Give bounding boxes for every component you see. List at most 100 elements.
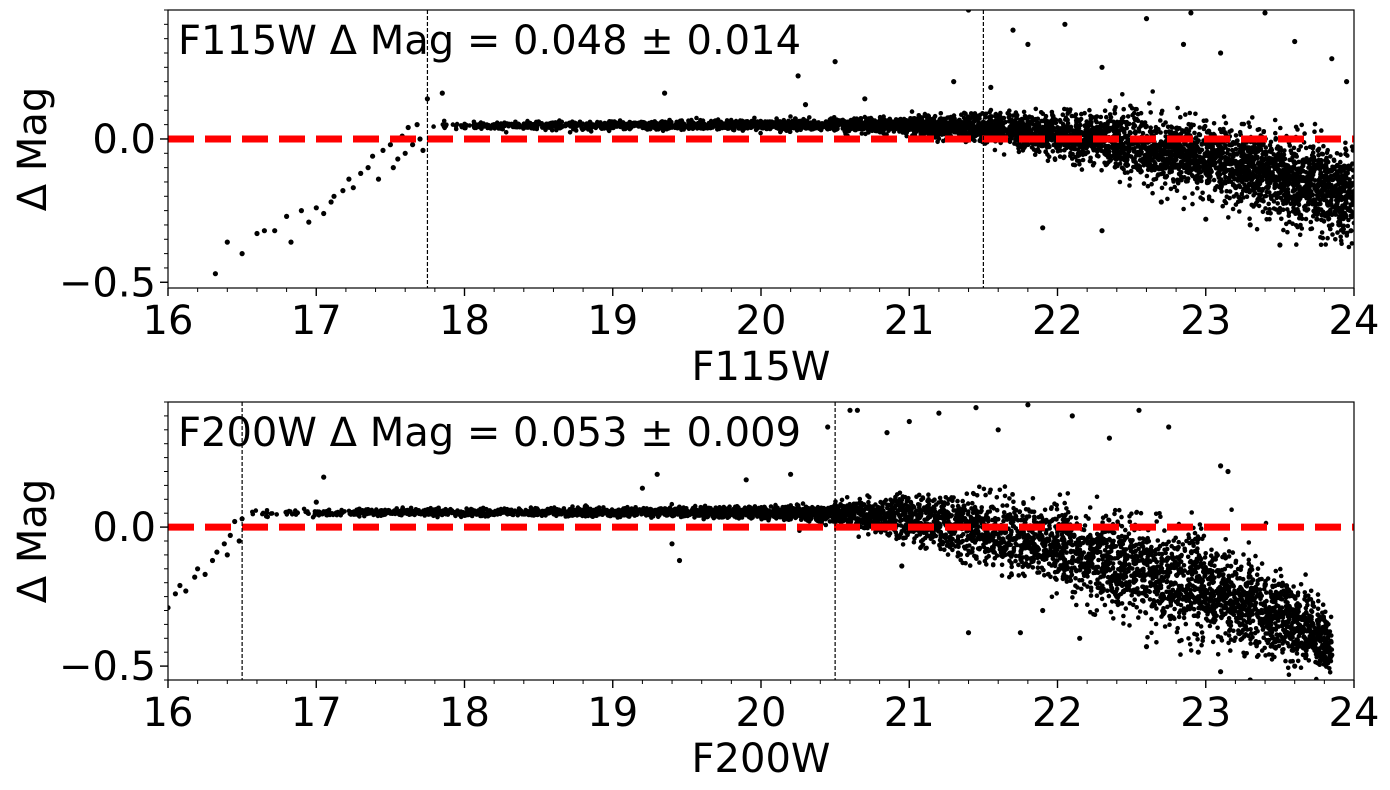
data-point <box>1255 166 1261 172</box>
data-point <box>676 124 681 130</box>
data-point <box>925 113 931 118</box>
data-point <box>1058 148 1063 153</box>
data-point <box>963 111 968 116</box>
data-point <box>1104 114 1109 120</box>
data-point <box>1297 232 1303 238</box>
data-point <box>1149 181 1154 187</box>
data-point <box>1283 196 1289 202</box>
data-point <box>1150 190 1155 196</box>
data-point <box>1316 206 1322 212</box>
data-point <box>1107 112 1113 117</box>
data-point <box>1100 128 1105 134</box>
data-point <box>1331 158 1337 163</box>
data-point <box>1056 144 1061 149</box>
data-point <box>678 118 683 124</box>
data-point <box>1286 210 1292 215</box>
data-point <box>1323 193 1329 198</box>
data-point <box>1159 185 1165 191</box>
data-point <box>1144 173 1150 179</box>
data-point <box>1199 142 1205 147</box>
data-point <box>1231 194 1237 199</box>
data-point <box>1149 152 1154 157</box>
data-point <box>1298 144 1303 149</box>
data-point <box>1120 126 1126 132</box>
data-point <box>1351 145 1354 151</box>
data-point <box>1098 114 1104 120</box>
data-point <box>951 128 957 134</box>
data-point <box>1345 223 1351 229</box>
data-point <box>1206 128 1211 134</box>
data-point <box>1239 121 1245 127</box>
data-point <box>1228 161 1234 167</box>
data-point <box>1235 199 1241 204</box>
data-point <box>1291 163 1297 169</box>
data-point <box>1284 221 1289 227</box>
data-point <box>1340 211 1345 216</box>
data-point <box>1347 207 1352 213</box>
data-point <box>1188 160 1193 166</box>
data-point <box>1120 146 1125 152</box>
data-point <box>1312 208 1318 214</box>
data-point <box>909 109 915 114</box>
data-point <box>1162 181 1168 186</box>
data-point <box>1302 131 1307 136</box>
data-point <box>1299 165 1304 171</box>
data-point <box>1007 108 1012 113</box>
data-point <box>1032 131 1038 136</box>
data-point <box>745 119 750 124</box>
data-point <box>1050 149 1056 154</box>
data-point <box>1221 114 1227 119</box>
data-point <box>1237 195 1243 201</box>
data-point <box>1172 184 1177 190</box>
data-point <box>1273 174 1279 180</box>
data-point <box>1302 192 1307 198</box>
data-point <box>1254 226 1260 232</box>
data-point <box>1196 169 1201 174</box>
data-point <box>1184 169 1189 175</box>
data-point <box>1256 160 1261 165</box>
data-point <box>1049 132 1055 137</box>
data-point <box>1336 168 1342 174</box>
data-point <box>1241 195 1246 200</box>
data-point <box>1281 178 1287 183</box>
data-point <box>1204 118 1209 123</box>
data-point <box>1068 150 1073 156</box>
data-point <box>1250 159 1256 164</box>
data-point <box>701 126 706 132</box>
data-point <box>1159 108 1165 114</box>
data-point <box>1081 132 1086 138</box>
data-point <box>1182 141 1188 147</box>
data-point <box>471 123 477 128</box>
data-point <box>1268 193 1273 198</box>
data-point <box>1219 164 1225 170</box>
data-point <box>765 119 770 124</box>
data-point <box>1258 192 1264 197</box>
data-point <box>1141 143 1147 148</box>
data-point <box>1289 201 1295 206</box>
data-point <box>1153 124 1159 130</box>
data-point <box>1136 126 1142 131</box>
data-point <box>1095 149 1100 154</box>
data-point <box>1121 106 1126 112</box>
data-point <box>1125 170 1130 175</box>
data-point <box>1231 182 1236 187</box>
data-point <box>1278 158 1284 164</box>
data-point <box>1303 216 1309 222</box>
data-point <box>567 120 572 126</box>
data-point <box>1080 157 1086 163</box>
data-point <box>932 128 938 133</box>
data-point <box>1177 126 1182 131</box>
data-point <box>461 124 467 130</box>
data-point <box>1343 140 1348 146</box>
data-point <box>1310 146 1316 151</box>
data-point <box>1147 101 1152 106</box>
data-point <box>1142 123 1147 128</box>
data-point <box>1203 142 1209 147</box>
data-point <box>989 118 995 124</box>
data-point <box>1318 160 1323 166</box>
data-point <box>1098 121 1103 126</box>
data-point <box>1043 121 1049 126</box>
data-point <box>1278 181 1284 187</box>
data-point <box>1319 128 1324 133</box>
data-point <box>1142 153 1147 158</box>
